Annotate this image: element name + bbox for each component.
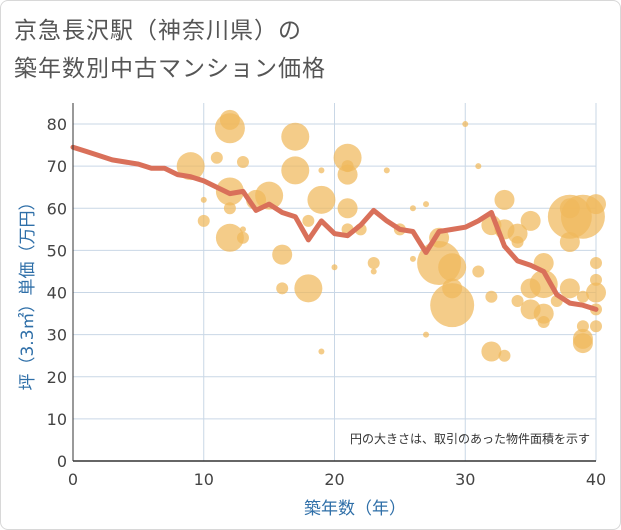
y-axis-label: 坪（3.3㎡）単価（万円） [18,193,38,390]
bubble-point [533,303,554,324]
axes [72,103,596,462]
bubble-point [409,205,416,212]
y-tick-label: 10 [47,410,67,429]
bubble-point [302,214,315,227]
bubble-point [475,163,482,170]
bubble-point [438,253,467,282]
bubble-point [485,290,498,303]
bubble-point [337,164,358,185]
bubble-point [409,255,416,262]
bubble-point [294,274,323,303]
chart-title-line1: 京急長沢駅（神奈川県）の [14,18,302,44]
bubble-point [423,331,430,338]
bubble-point [511,235,524,248]
bubble-series [176,109,606,362]
bubble-point [511,294,524,307]
bubble-point [590,257,602,270]
bubble-point [590,320,602,333]
bubble-point [337,198,358,219]
bubble-point [210,151,223,164]
bubble-point [281,122,310,151]
y-tick-label: 30 [47,326,67,345]
x-tick-label: 20 [324,470,344,489]
y-tick-label: 70 [47,157,67,176]
bubble-point [529,270,558,299]
bubble-point [494,189,515,210]
bubble-size-note: 円の大きさは、取引のあった物件面積を示す [350,431,590,446]
bubble-point [197,214,210,227]
bubble-point [586,194,606,215]
bubble-point [462,121,469,128]
bubble-point [472,265,485,278]
trend-line [70,144,599,312]
bubble-point [214,113,245,144]
bubble-point [507,223,528,244]
y-tick-label: 50 [47,241,67,260]
bubble-point [423,201,430,208]
bubble-point [576,290,589,303]
bubble-point [537,316,550,329]
trend-series [70,144,599,312]
bubble-point [370,268,377,275]
bubble-point [223,202,236,215]
y-tick-label: 40 [47,284,67,303]
bubble-point [498,349,511,362]
bubble-point [215,223,244,252]
chart-title: 京急長沢駅（神奈川県）の 築年数別中古マンション価格 [14,12,326,88]
y-tick-label: 60 [47,199,67,218]
bubble-point [520,210,541,231]
bubble-point [559,278,580,299]
x-tick-label: 10 [194,470,214,489]
x-axis-label: 築年数（年） [304,499,406,519]
bubble-point [255,181,284,210]
y-tick-label: 20 [47,368,67,387]
bubble-point [272,244,293,265]
bubble-point [236,155,249,168]
bubble-point [430,283,475,328]
bubble-point [276,282,289,295]
bubble-point [236,231,249,244]
y-tick-label: 80 [47,115,67,134]
bubble-point [586,282,606,303]
bubble-point [481,341,502,362]
bubble-point [367,257,380,270]
bubble-point [572,333,593,354]
bubble-point [318,167,325,174]
y-tick-label: 0 [57,452,67,471]
bubble-point [331,264,338,271]
bubble-point [318,348,325,355]
bubble-point [333,143,362,172]
tick-labels: 0 10 20 30 40 0 10 20 30 40 50 60 70 80 [47,115,607,489]
bubble-point [576,320,589,333]
bubble-point [200,196,207,203]
x-tick-label: 40 [586,470,606,489]
x-tick-label: 0 [68,470,78,489]
bubble-point [281,156,310,185]
bubble-point [239,226,246,233]
bubble-point [307,185,336,214]
bubble-point [590,273,602,286]
bubble-point [383,167,390,174]
chart-title-line2: 築年数別中古マンション価格 [14,56,326,82]
x-tick-label: 30 [455,470,475,489]
